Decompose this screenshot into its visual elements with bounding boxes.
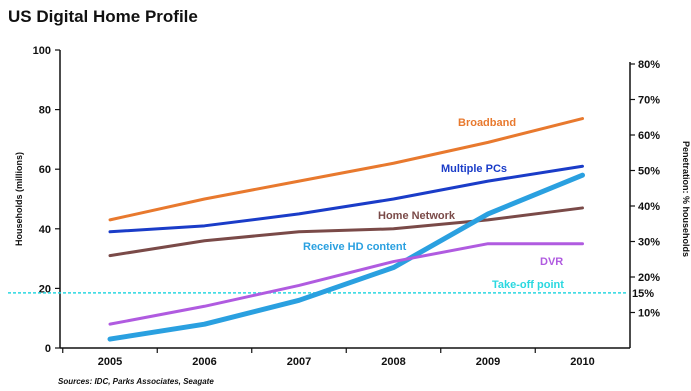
y2-tick-label: 20% [638, 272, 660, 284]
series-group: Broadband Multiple PCs Home Network Receive… [107, 117, 585, 342]
source-note: Sources: IDC, Parks Associates, Seagate [58, 377, 214, 386]
series-label-broadband: Broadband [458, 117, 516, 129]
chart-title: US Digital Home Profile [8, 7, 198, 26]
y2-axis-label: Penetration: % households [681, 141, 691, 257]
y-tick-label: 40 [39, 224, 51, 236]
series-line-dvr [108, 242, 584, 326]
y2-tick-label: 70% [638, 95, 660, 107]
y-axis-left: 0 20 40 60 80 100 [33, 45, 61, 355]
series-line-home-network [108, 206, 584, 258]
x-tick-label: 2008 [381, 356, 405, 368]
x-tick-label: 2009 [476, 356, 500, 368]
take-off-percent-label: 15% [632, 288, 654, 300]
x-tick-label: 2010 [570, 356, 594, 368]
take-off-label: Take-off point [492, 279, 564, 291]
y-tick-label: 80 [39, 105, 51, 117]
y2-tick-label: 50% [638, 166, 660, 178]
y2-tick-label: 40% [638, 201, 660, 213]
series-label-receive-hd-content: Receive HD content [303, 241, 407, 253]
y-tick-label: 60 [39, 164, 51, 176]
y2-tick-label: 80% [638, 59, 660, 71]
y-tick-label: 20 [39, 283, 51, 295]
y-axis-right: 10% 20% 30% 40% 50% 60% 70% 80% [629, 59, 660, 348]
y2-tick-label: 60% [638, 130, 660, 142]
y-tick-label: 0 [45, 343, 51, 355]
y2-tick-label: 10% [638, 308, 660, 320]
y2-tick-label: 30% [638, 237, 660, 249]
series-label-home-network: Home Network [378, 210, 456, 222]
y-tick-label: 100 [33, 45, 51, 57]
series-line-broadband [108, 117, 584, 222]
series-line-receive-hd-content [107, 172, 585, 342]
series-line-multiple-pcs [108, 164, 584, 234]
x-tick-label: 2007 [287, 356, 311, 368]
x-axis: 2005 2006 2007 2008 2009 2010 [60, 347, 630, 368]
series-label-multiple-pcs: Multiple PCs [441, 163, 507, 175]
x-tick-label: 2006 [192, 356, 216, 368]
x-tick-label: 2005 [98, 356, 122, 368]
series-label-dvr: DVR [540, 256, 563, 268]
y-axis-label: Households (millions) [14, 152, 24, 246]
